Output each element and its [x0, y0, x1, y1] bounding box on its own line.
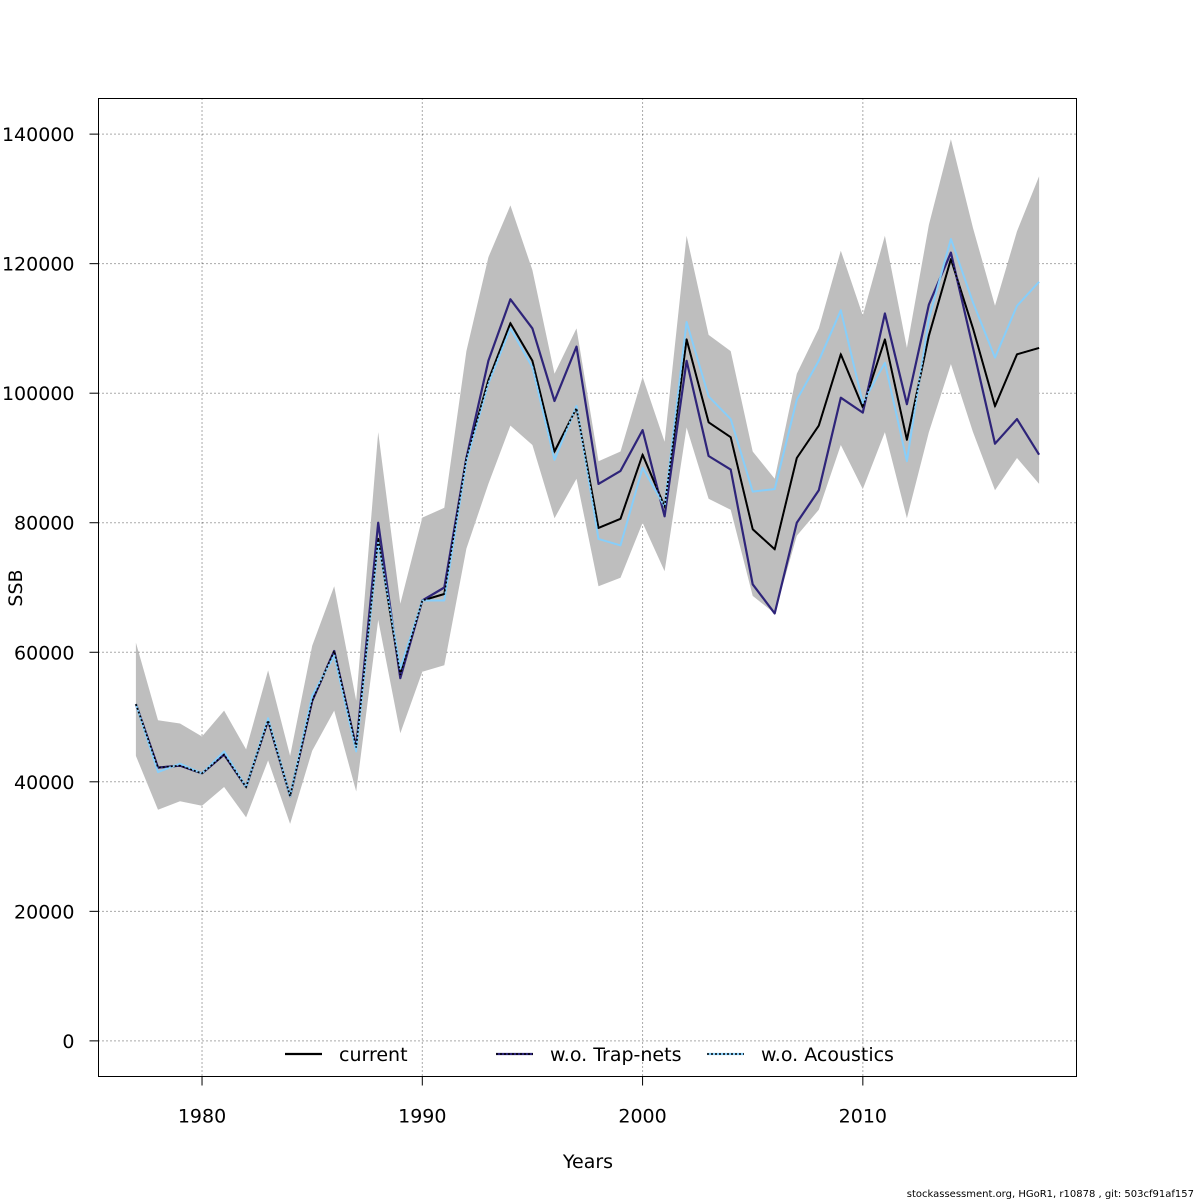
y-tick-label: 0: [62, 1031, 74, 1053]
confidence-band: [135, 139, 1040, 824]
legend-current-label: current: [339, 1044, 408, 1066]
legend-trapnets: w.o. Trap-nets: [496, 1044, 681, 1066]
y-tick-label: 140000: [2, 124, 75, 146]
y-tick-label: 20000: [14, 901, 74, 923]
x-tick-label: 1980: [178, 1106, 226, 1128]
legend-acoustics: w.o. Acoustics: [707, 1044, 894, 1066]
y-tick-label: 60000: [14, 642, 74, 664]
y-tick-label: 100000: [2, 383, 75, 405]
series-current-overlay: [135, 256, 1040, 800]
y-tick-label: 80000: [14, 513, 74, 535]
legend-trapnets-label: w.o. Trap-nets: [550, 1044, 681, 1066]
y-axis-label: SSB: [5, 569, 27, 606]
y-tick-label: 120000: [2, 254, 75, 276]
legend-current: current: [285, 1044, 408, 1066]
legend-acoustics-label: w.o. Acoustics: [761, 1044, 894, 1066]
x-axis-label: Years: [562, 1151, 613, 1173]
x-tick-label: 1990: [398, 1106, 446, 1128]
x-tick-label: 2000: [618, 1106, 666, 1128]
x-tick-label: 2010: [839, 1106, 887, 1128]
plot-frame: [98, 98, 1077, 1077]
y-axis: 0 20000 40000 60000 80000 100000 120000 140000: [2, 124, 99, 1053]
x-axis: 1980 1990 2000 2010: [178, 1076, 887, 1128]
legend: current w.o. Trap-nets w.o. Acoustics: [285, 1044, 894, 1066]
y-tick-label: 40000: [14, 772, 74, 794]
footer-credit: stockassessment.org, HGoR1, r10878 , git…: [907, 1189, 1194, 1200]
series-lines: [134, 238, 1041, 800]
confidence-band-group: [135, 139, 1040, 824]
